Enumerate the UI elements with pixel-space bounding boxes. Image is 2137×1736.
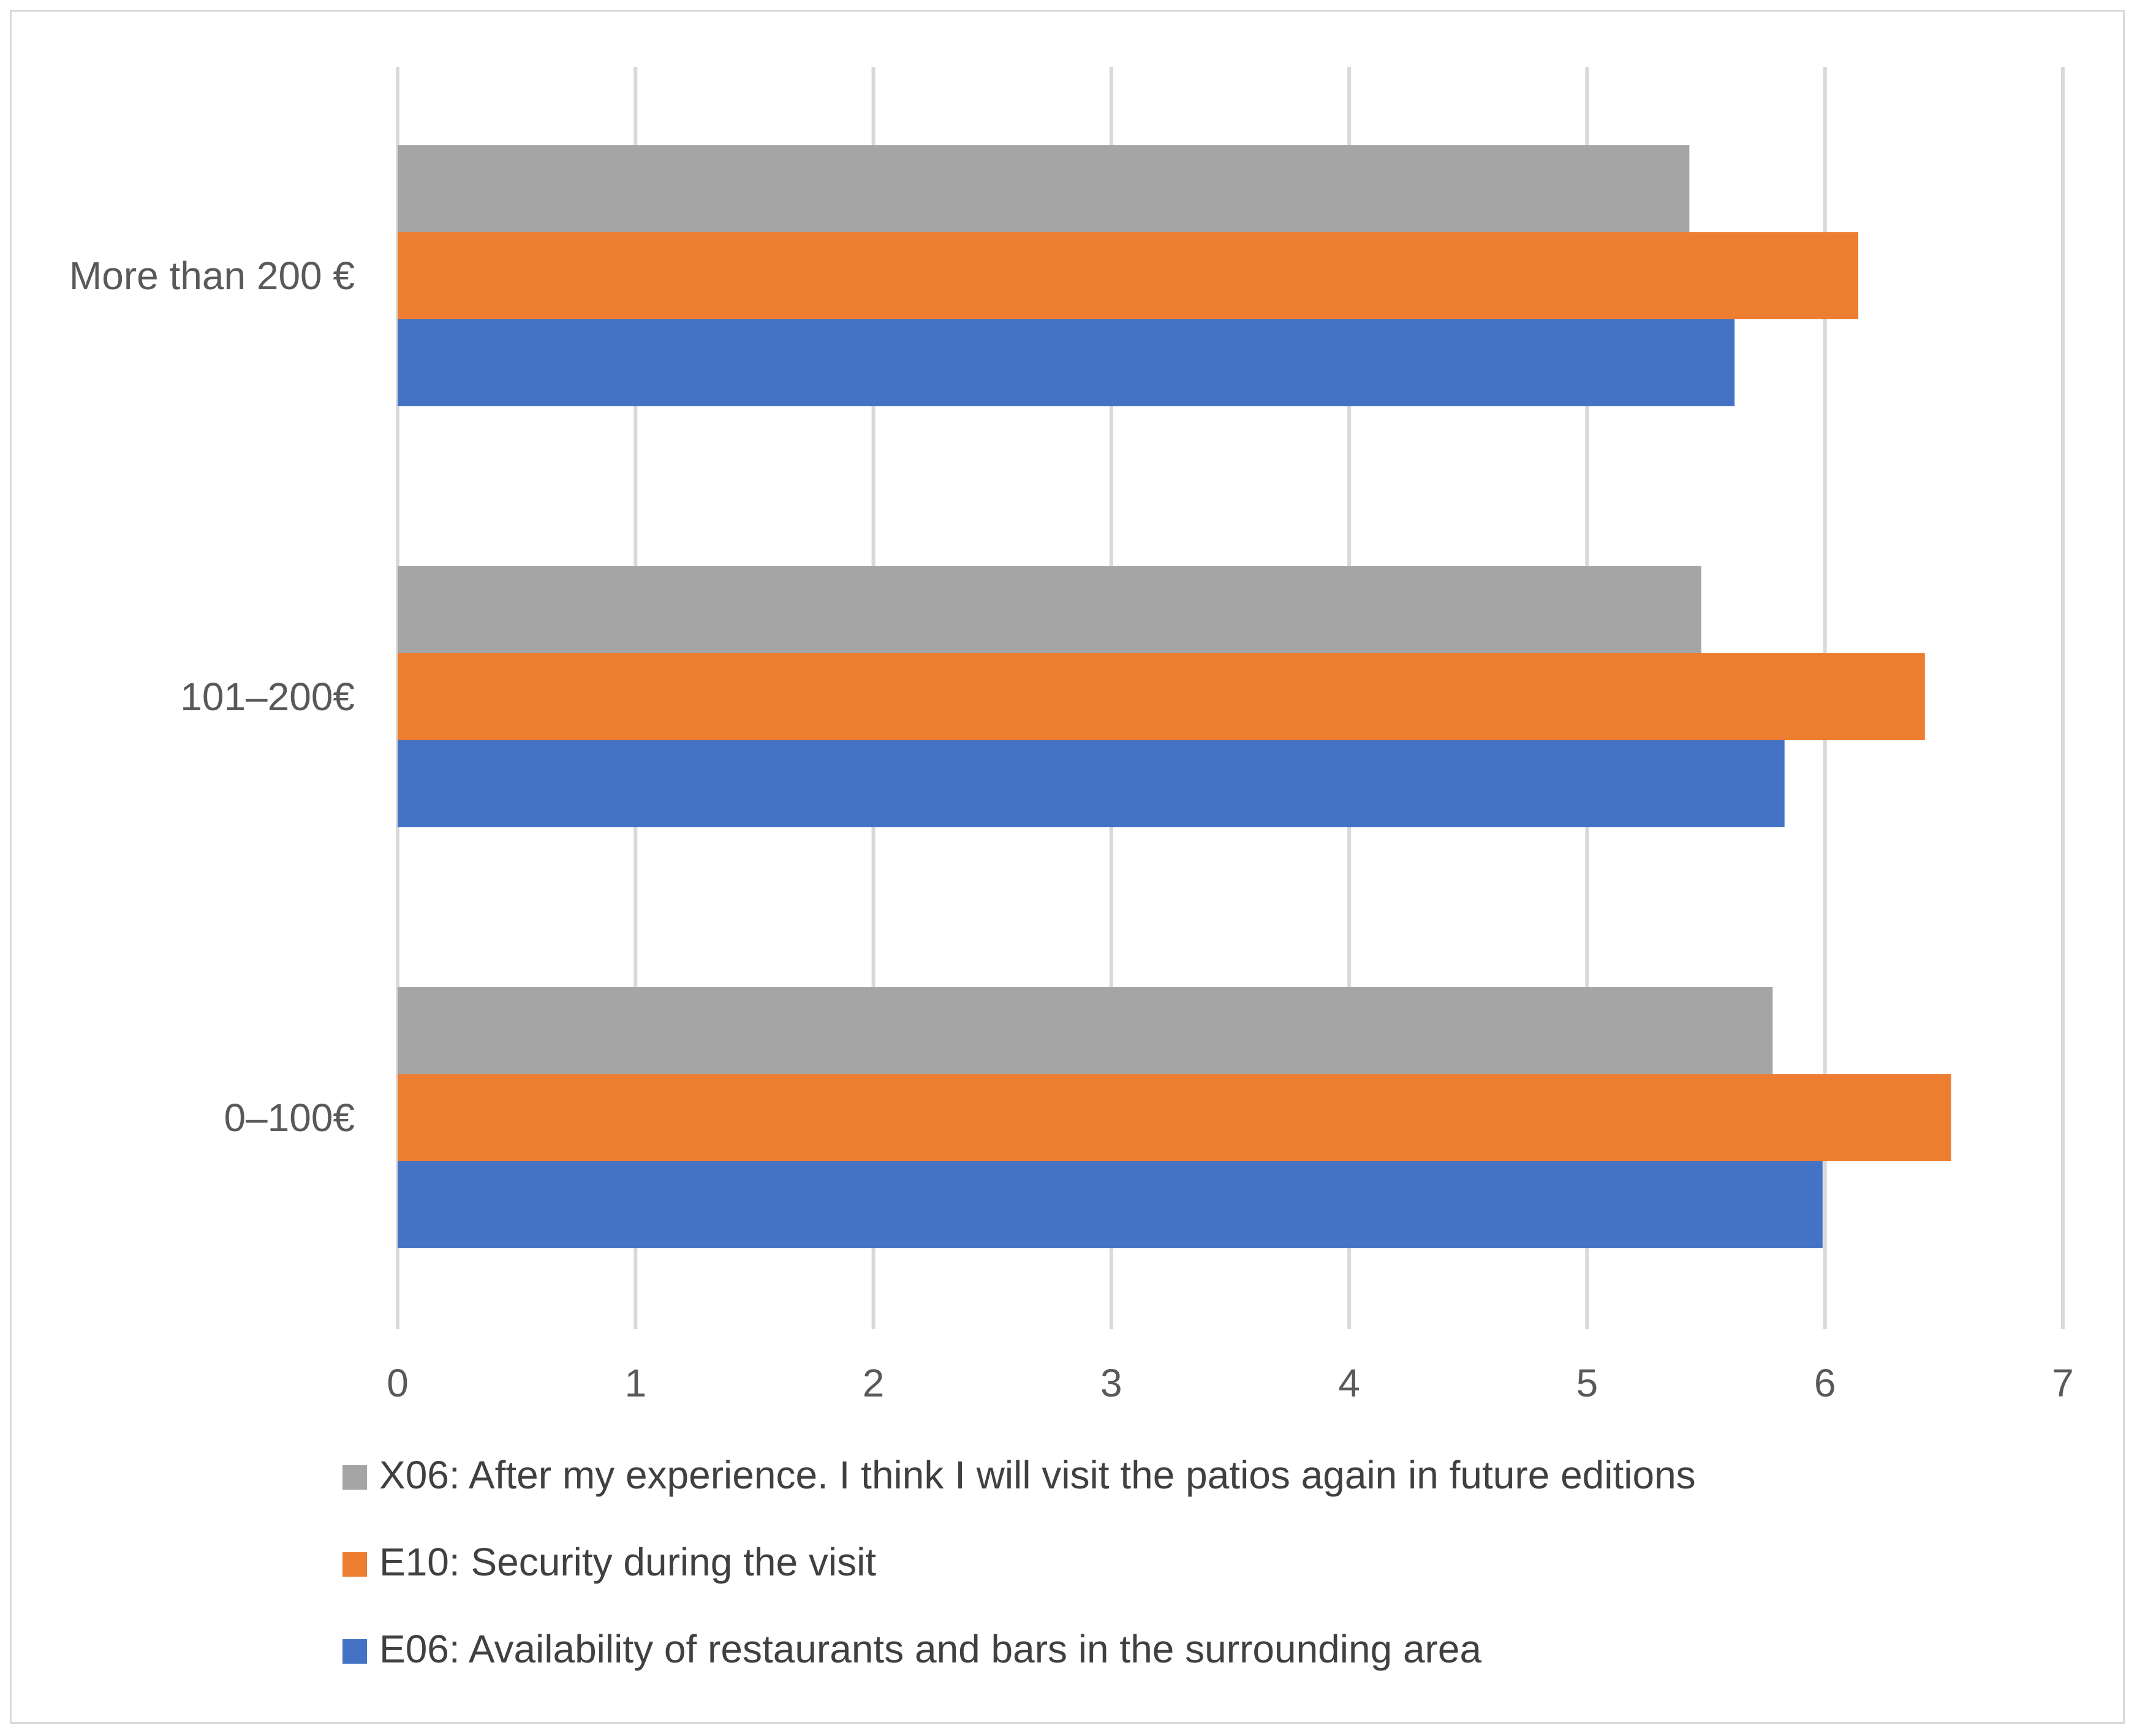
legend-swatch-3 xyxy=(342,1639,367,1664)
x-tick-label: 6 xyxy=(1814,1361,1836,1405)
bar-3-2 xyxy=(398,740,1785,827)
x-tick-label: 7 xyxy=(2052,1361,2074,1405)
chart-svg: More than 200 € 101–200€ 0–100€ 0 1 2 3 4 5 6 7 X… xyxy=(69,67,2074,1671)
x-tick-label: 2 xyxy=(863,1361,885,1405)
bar-2-3 xyxy=(398,1074,1951,1161)
x-tick-label: 5 xyxy=(1576,1361,1598,1405)
bar-1-2 xyxy=(398,566,1701,653)
x-tick-label: 4 xyxy=(1338,1361,1360,1405)
x-tick-labels: 0 1 2 3 4 5 6 7 xyxy=(387,1361,2074,1405)
legend-swatch-2 xyxy=(342,1552,367,1577)
x-tick-label: 3 xyxy=(1100,1361,1122,1405)
bar-1-3 xyxy=(398,987,1773,1074)
category-labels: More than 200 € 101–200€ 0–100€ xyxy=(69,254,355,1140)
x-tick-label: 1 xyxy=(624,1361,646,1405)
bar-2-1 xyxy=(398,232,1859,319)
legend-label-3: E06: Availability of restaurants and bar… xyxy=(379,1627,1481,1671)
legend-label-2: E10: Security during the visit xyxy=(379,1540,876,1584)
legend-swatch-1 xyxy=(342,1465,367,1490)
legend-label-1: X06: After my experience. I think I will… xyxy=(379,1453,1696,1497)
bar-2-2 xyxy=(398,653,1925,740)
bar-3-1 xyxy=(398,319,1735,406)
x-tick-label: 0 xyxy=(387,1361,409,1405)
category-label: 101–200€ xyxy=(180,675,355,719)
bar-3-3 xyxy=(398,1161,1823,1248)
legend: X06: After my experience. I think I will… xyxy=(342,1453,1696,1671)
category-label: 0–100€ xyxy=(224,1096,355,1140)
chart-frame: More than 200 € 101–200€ 0–100€ 0 1 2 3 4 5 6 7 X… xyxy=(10,10,2125,1724)
category-label: More than 200 € xyxy=(69,254,355,298)
bars xyxy=(398,145,1951,1248)
bar-1-1 xyxy=(398,145,1690,232)
